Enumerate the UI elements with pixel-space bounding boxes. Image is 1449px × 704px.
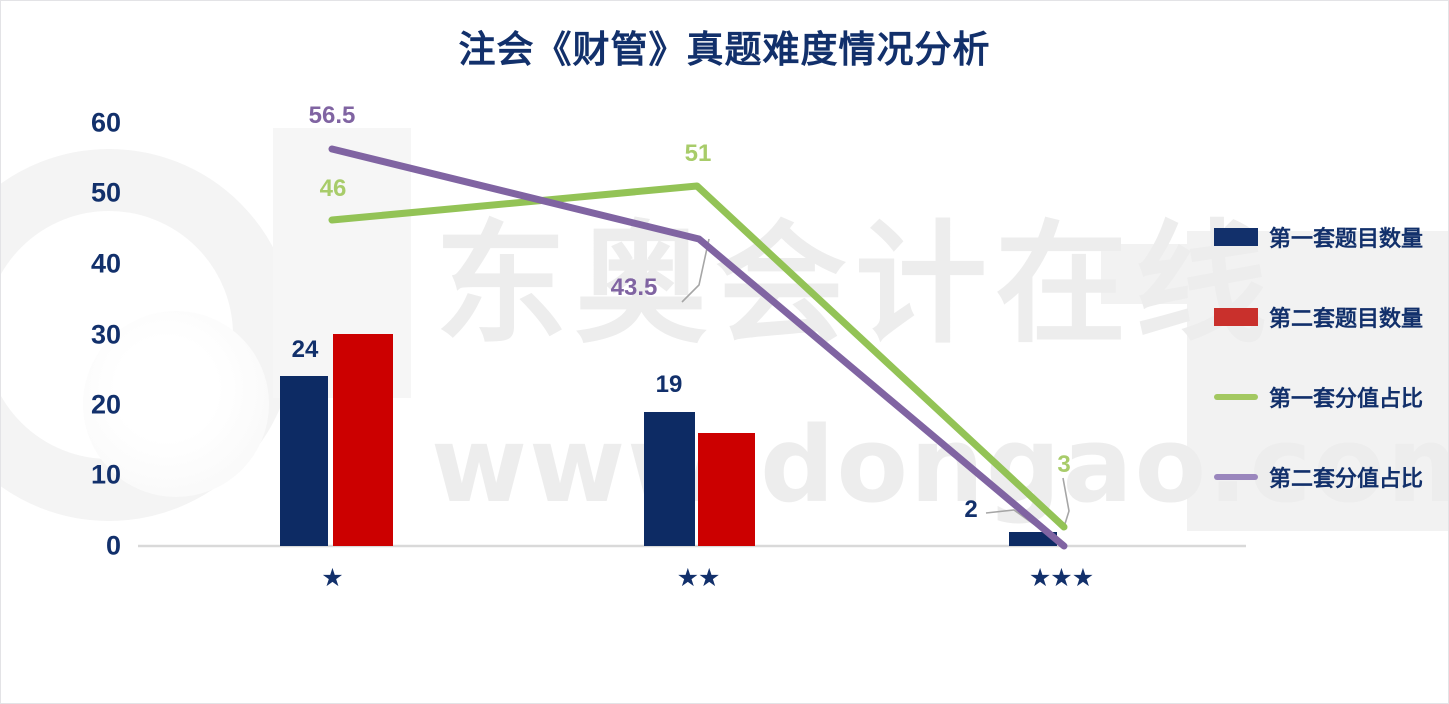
value-label-green-3: 3: [1057, 451, 1071, 478]
value-label-navy-2: 19: [655, 371, 683, 398]
line-series-green: [328, 182, 1068, 531]
legend-swatch-green-line: [1214, 394, 1258, 400]
legend-label-first-set-count: 第一套题目数量: [1269, 227, 1424, 252]
legend-item-first-set-ratio[interactable]: 第一套分值占比: [1214, 357, 1423, 437]
y-tick-60: 60: [90, 107, 121, 138]
legend-swatch-red-bar: [1214, 308, 1258, 326]
line-series-purple: [328, 145, 1068, 550]
leader-line-green-3: [1062, 477, 1070, 528]
legend-label-second-set-count: 第二套题目数量: [1269, 307, 1424, 332]
y-tick-0: 0: [105, 530, 121, 561]
bar-navy-1: [280, 376, 328, 546]
bar-navy-2: [644, 412, 695, 546]
value-label-navy-1: 24: [291, 336, 319, 363]
y-tick-50: 50: [90, 177, 121, 208]
bar-red-2: [698, 433, 755, 546]
legend-swatch-purple-line: [1214, 474, 1258, 480]
value-label-green-2: 51: [684, 140, 712, 167]
x-tick-2: ★★: [676, 564, 721, 592]
legend-item-first-set-count[interactable]: 第一套题目数量: [1214, 197, 1423, 277]
x-tick-1: ★: [321, 564, 343, 592]
y-tick-40: 40: [90, 248, 121, 279]
legend-swatch-navy-bar: [1214, 228, 1258, 246]
legend-label-first-set-ratio: 第一套分值占比: [1269, 387, 1424, 412]
y-tick-10: 10: [90, 459, 121, 490]
value-label-purple-2: 43.5: [610, 274, 658, 301]
bar-red-1: [333, 334, 393, 546]
value-label-navy-3: 2: [964, 496, 978, 523]
bar-navy-3: [1009, 532, 1057, 546]
leader-line-purple-2: [681, 238, 710, 303]
x-tick-3: ★★★: [1028, 564, 1094, 592]
legend-item-second-set-ratio[interactable]: 第二套分值占比: [1214, 437, 1423, 517]
legend-label-second-set-ratio: 第二套分值占比: [1269, 467, 1424, 492]
chart-legend: 第一套题目数量 第二套题目数量 第一套分值占比 第二套分值占比: [1214, 197, 1423, 517]
value-label-green-1: 46: [319, 175, 347, 202]
value-label-purple-1: 56.5: [308, 102, 356, 129]
legend-item-second-set-count[interactable]: 第二套题目数量: [1214, 277, 1423, 357]
y-tick-30: 30: [90, 319, 121, 350]
chart-title: 注会《财管》真题难度情况分析: [458, 28, 991, 71]
y-tick-20: 20: [90, 389, 121, 420]
